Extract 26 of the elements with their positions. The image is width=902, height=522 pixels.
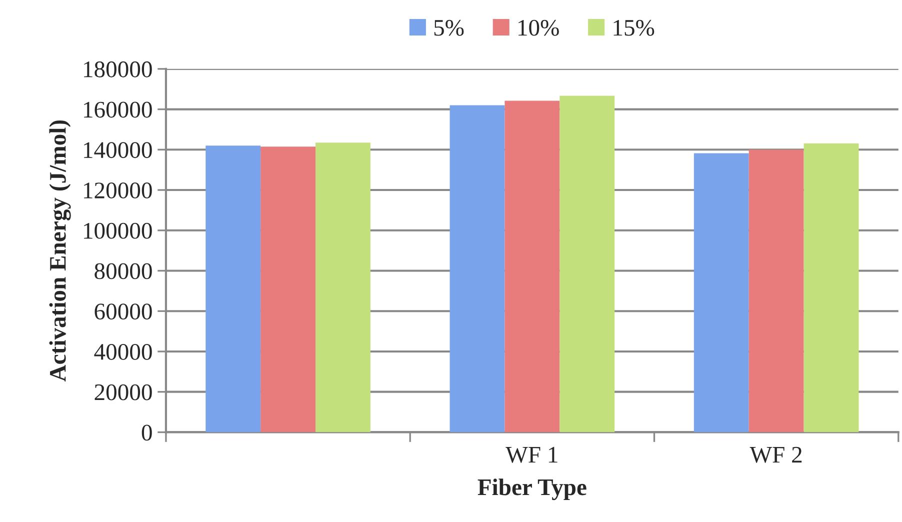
x-axis-title: Fiber Type <box>478 478 586 500</box>
bar <box>450 105 505 432</box>
x-tick-label: WF 1 <box>506 446 558 463</box>
y-tick-label: 100000 <box>84 222 152 239</box>
bar <box>560 96 615 432</box>
x-tick-label: WF 2 <box>750 446 802 463</box>
bar <box>260 146 316 432</box>
y-tick-label: 160000 <box>84 102 152 118</box>
y-tick-label: 120000 <box>84 182 152 198</box>
y-tick-label: 60000 <box>94 304 152 320</box>
legend-label: 15% <box>614 20 654 36</box>
y-tick-label: 0 <box>142 424 152 441</box>
y-tick-label: 80000 <box>94 263 152 280</box>
legend-label: 5% <box>434 20 464 36</box>
y-tick-label: 20000 <box>94 384 152 400</box>
y-tick-label: 140000 <box>84 142 152 158</box>
bar <box>206 146 261 432</box>
bar <box>694 153 749 432</box>
bar <box>316 142 370 432</box>
bar <box>748 150 804 432</box>
y-axis-title: Activation Energy (J/mol) <box>49 120 71 382</box>
y-tick-label: 40000 <box>94 344 152 360</box>
legend-label: 10% <box>518 20 559 36</box>
bar <box>804 143 859 432</box>
bar <box>504 100 560 432</box>
y-tick-label: 180000 <box>84 61 152 78</box>
